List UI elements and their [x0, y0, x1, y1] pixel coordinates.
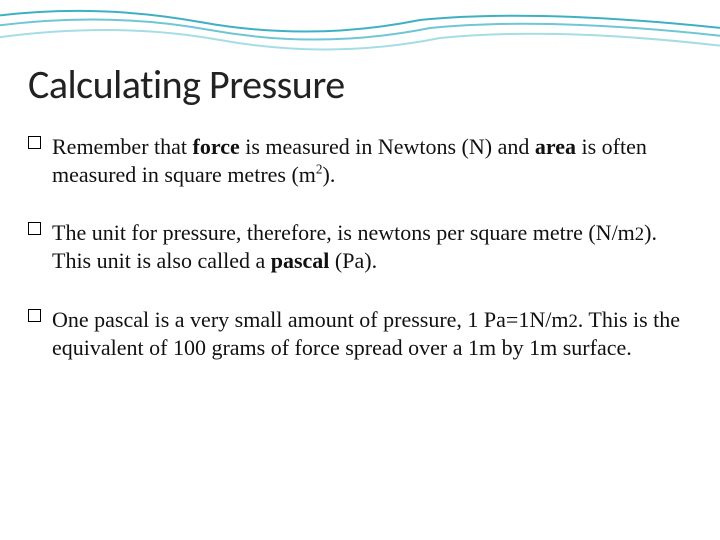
bullet-box-icon: [28, 136, 41, 149]
bullet-item: Remember that force is measured in Newto…: [52, 133, 682, 189]
wave-path-3: [0, 30, 720, 50]
slide-title: Calculating Pressure: [28, 60, 692, 109]
wave-path-1: [0, 11, 720, 32]
slide-content: Calculating Pressure Remember that force…: [28, 60, 692, 362]
bullet-item: The unit for pressure, therefore, is new…: [52, 219, 682, 275]
bullet-box-icon: [28, 309, 41, 322]
bullet-item: One pascal is a very small amount of pre…: [52, 306, 682, 362]
bullet-text: The unit for pressure, therefore, is new…: [52, 220, 657, 273]
bullet-list: Remember that force is measured in Newto…: [28, 133, 692, 362]
bullet-box-icon: [28, 222, 41, 235]
bullet-text: One pascal is a very small amount of pre…: [52, 307, 680, 360]
bullet-text: Remember that force is measured in Newto…: [52, 134, 647, 187]
